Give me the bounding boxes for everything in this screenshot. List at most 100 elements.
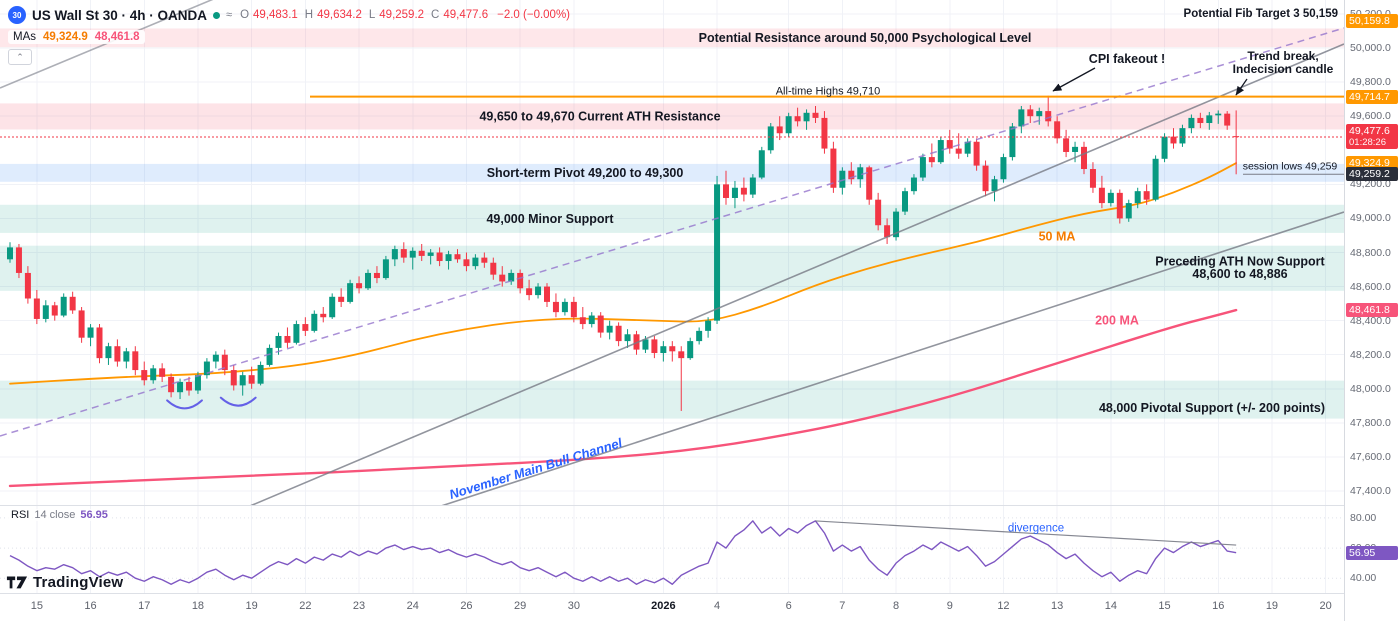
chart-annotation[interactable]: Potential Resistance around 50,000 Psych…	[699, 31, 1032, 45]
candle-body	[928, 157, 935, 163]
chart-annotation[interactable]: Indecision candle	[1233, 62, 1334, 76]
price-axis[interactable]: 50,200.050,000.049,800.049,600.049,200.0…	[1344, 0, 1400, 621]
annotation-arrow[interactable]	[1052, 67, 1096, 92]
candle-body	[239, 375, 246, 386]
zone-band[interactable]	[0, 28, 1344, 48]
candle-body	[69, 296, 76, 311]
candle-body	[526, 288, 533, 296]
zone-band[interactable]	[0, 245, 1344, 291]
rsi-axis-tick: 80.00	[1350, 511, 1377, 524]
candle-body	[409, 250, 416, 258]
candle-body	[964, 141, 971, 154]
chart-annotation[interactable]: All-time Highs 49,710	[776, 85, 881, 97]
chart-annotation[interactable]: Preceding ATH Now Support	[1155, 254, 1325, 268]
market-status-icon[interactable]: ≈	[226, 9, 233, 21]
candle-body	[159, 368, 166, 377]
rsi-value-badge: 56.95	[1346, 545, 1398, 560]
candle-body	[517, 272, 524, 289]
close-value: 49,477.6	[443, 9, 489, 21]
candle-body	[1009, 126, 1016, 158]
rsi-legend[interactable]: RSI 14 close 56.95	[8, 509, 111, 521]
collapse-legend-button[interactable]: ⌃	[8, 49, 32, 65]
candle-body	[1063, 138, 1070, 152]
ma-200-line[interactable]	[8, 308, 1238, 488]
chart-annotation[interactable]: 49,000 Minor Support	[486, 212, 614, 226]
candle-body	[499, 274, 506, 282]
rsi-chart-canvas[interactable]: divergence	[0, 506, 1344, 593]
chart-annotation[interactable]: Trend break,	[1247, 49, 1318, 63]
candle-body	[803, 112, 810, 122]
low-label: L	[368, 9, 376, 21]
chart-annotation[interactable]: Short-term Pivot 49,200 to 49,300	[487, 166, 684, 180]
accumulation-arc[interactable]	[166, 399, 203, 410]
rsi-divergence-label[interactable]: divergence	[1008, 523, 1064, 535]
pane-separator[interactable]	[0, 505, 1400, 506]
candle-body	[651, 339, 658, 354]
candle-body	[973, 141, 980, 166]
candle-body	[606, 325, 613, 333]
candle-body	[875, 199, 882, 226]
time-axis-label: 19	[245, 600, 258, 612]
price-axis-tick: 49,800.0	[1350, 76, 1391, 89]
chart-annotation[interactable]: 48,000 Pivotal Support (+/- 200 points)	[1099, 401, 1325, 415]
rsi-params: 14 close	[34, 509, 76, 521]
ma-50-line[interactable]	[9, 162, 1238, 385]
time-axis-label: 7	[839, 600, 846, 612]
symbol-title[interactable]: US Wall St 30 · 4h · OANDA	[32, 7, 208, 23]
candle-body	[884, 225, 891, 238]
candle-body	[1089, 169, 1096, 188]
price-chart-canvas[interactable]: Potential Resistance around 50,000 Psych…	[0, 0, 1344, 505]
candle-body	[579, 317, 586, 325]
candle-body	[15, 247, 22, 273]
chart-annotation[interactable]: 48,600 to 48,886	[1192, 267, 1287, 281]
chart-annotation[interactable]: 50 MA	[1039, 229, 1076, 243]
time-axis-label: 15	[30, 600, 43, 612]
time-axis-label: 18	[191, 600, 205, 612]
tradingview-watermark[interactable]: TradingView	[6, 572, 123, 592]
trendline[interactable]	[392, 211, 1344, 505]
candle-body	[96, 327, 103, 359]
candle-body	[105, 346, 112, 359]
symbol-logo[interactable]: 30	[8, 6, 26, 24]
time-axis-label: 14	[1104, 600, 1117, 612]
time-axis[interactable]: 15 16 17 18 19 22 23 24 26 29 30 2026 4 6 7 8 9 12 13 14 15 1…	[0, 594, 1344, 621]
candle-body	[982, 165, 989, 192]
ma-legend[interactable]: MAs 49,324.9 48,461.8	[8, 30, 145, 44]
chart-annotation[interactable]: 49,650 to 49,670 Current ATH Resistance	[479, 110, 720, 124]
candle-body	[266, 347, 273, 365]
candle-body	[132, 351, 139, 371]
zone-band[interactable]	[0, 163, 1344, 182]
candle-body	[42, 305, 49, 319]
candle-body	[1197, 117, 1204, 124]
candle-body	[812, 112, 819, 118]
chart-annotation[interactable]: CPI fakeout !	[1089, 52, 1165, 66]
candle-body	[177, 381, 184, 393]
chart-annotation[interactable]: 200 MA	[1095, 314, 1139, 328]
candle-body	[114, 346, 121, 362]
price-axis-tick: 47,400.0	[1350, 485, 1391, 498]
chart-annotation[interactable]: Potential Fib Target 3 50,159	[1184, 8, 1338, 20]
candle-body	[463, 259, 470, 267]
accumulation-arc[interactable]	[219, 396, 257, 407]
candle-body	[24, 272, 31, 299]
trendline[interactable]	[250, 43, 1344, 505]
rsi-line[interactable]	[9, 520, 1237, 585]
price-axis-tick: 48,400.0	[1350, 314, 1391, 327]
candle-body	[535, 286, 542, 296]
zone-band[interactable]	[0, 103, 1344, 130]
change-value: −2.0 (−0.00%)	[497, 9, 571, 21]
chart-annotation[interactable]: session lows 49,259	[1243, 161, 1338, 173]
chart-annotation[interactable]: November Main Bull Channel	[447, 435, 624, 502]
annotation-arrow[interactable]	[1235, 78, 1248, 96]
rsi-divergence-trendline[interactable]	[815, 520, 1237, 546]
time-axis-label: 19	[1265, 600, 1279, 612]
candle-body	[946, 140, 953, 149]
candle-body	[937, 140, 944, 163]
price-axis-tick: 48,200.0	[1350, 348, 1391, 361]
candle-body	[1000, 157, 1007, 180]
candle-body	[284, 335, 291, 343]
time-axis-label: 30	[567, 600, 580, 612]
candle-body	[588, 315, 595, 325]
candle-body	[705, 320, 712, 331]
zone-band[interactable]	[0, 204, 1344, 233]
